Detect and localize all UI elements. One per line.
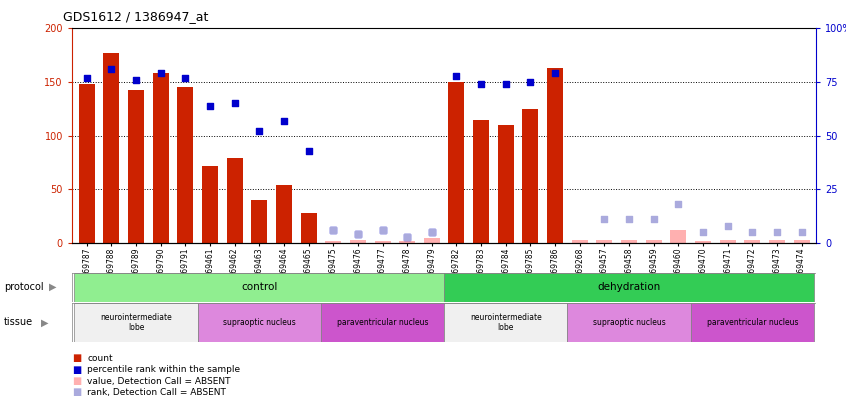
Point xyxy=(524,79,537,85)
Text: supraoptic nucleus: supraoptic nucleus xyxy=(593,318,666,327)
Bar xyxy=(645,240,662,243)
Bar xyxy=(198,303,321,342)
Point xyxy=(475,81,488,87)
Bar xyxy=(103,53,119,243)
Point xyxy=(696,229,710,236)
Bar xyxy=(670,230,686,243)
Text: neurointermediate
lobe: neurointermediate lobe xyxy=(470,313,541,332)
Point xyxy=(228,100,241,107)
Text: paraventricular nucleus: paraventricular nucleus xyxy=(337,318,428,327)
Bar xyxy=(621,240,637,243)
Bar xyxy=(744,240,761,243)
Text: ■: ■ xyxy=(72,354,81,363)
Bar xyxy=(769,240,785,243)
Text: supraoptic nucleus: supraoptic nucleus xyxy=(222,318,295,327)
Point xyxy=(203,102,217,109)
Text: value, Detection Call = ABSENT: value, Detection Call = ABSENT xyxy=(87,377,231,386)
Bar xyxy=(572,240,588,243)
Point xyxy=(400,233,414,240)
Point xyxy=(672,201,685,208)
Point xyxy=(400,233,414,240)
Point xyxy=(770,229,783,236)
Bar xyxy=(399,241,415,243)
Point xyxy=(721,223,734,229)
Bar xyxy=(321,303,444,342)
Point xyxy=(80,75,93,81)
Bar xyxy=(695,241,711,243)
Bar xyxy=(523,109,538,243)
Bar xyxy=(251,200,267,243)
Bar xyxy=(568,303,690,342)
Point xyxy=(647,216,661,223)
Point xyxy=(623,216,636,223)
Text: dehydration: dehydration xyxy=(597,282,661,292)
Bar xyxy=(128,90,144,243)
Bar xyxy=(690,303,814,342)
Bar xyxy=(720,240,736,243)
Point xyxy=(105,66,118,72)
Point xyxy=(425,229,438,236)
Bar xyxy=(473,119,489,243)
Point xyxy=(548,70,562,77)
Point xyxy=(499,81,513,87)
Bar xyxy=(444,273,814,302)
Point xyxy=(351,231,365,238)
Bar xyxy=(350,240,365,243)
Bar xyxy=(227,158,243,243)
Bar xyxy=(794,240,810,243)
Text: rank, Detection Call = ABSENT: rank, Detection Call = ABSENT xyxy=(87,388,226,397)
Bar xyxy=(497,125,514,243)
Text: percentile rank within the sample: percentile rank within the sample xyxy=(87,365,240,374)
Point xyxy=(327,227,340,233)
Text: tissue: tissue xyxy=(4,318,33,327)
Point xyxy=(795,229,809,236)
Bar xyxy=(276,185,292,243)
Text: ▶: ▶ xyxy=(41,318,48,327)
Text: count: count xyxy=(87,354,113,363)
Point xyxy=(129,77,143,83)
Point xyxy=(376,227,389,233)
Text: ■: ■ xyxy=(72,365,81,375)
Text: control: control xyxy=(241,282,277,292)
Bar xyxy=(375,241,391,243)
Bar xyxy=(178,87,194,243)
Text: neurointermediate
lobe: neurointermediate lobe xyxy=(100,313,172,332)
Point xyxy=(302,147,316,154)
Point xyxy=(252,128,266,134)
Bar xyxy=(444,303,568,342)
Bar xyxy=(547,68,563,243)
Point xyxy=(179,75,192,81)
Bar xyxy=(424,238,440,243)
Bar xyxy=(202,166,218,243)
Text: paraventricular nucleus: paraventricular nucleus xyxy=(706,318,798,327)
Point xyxy=(351,231,365,238)
Bar xyxy=(325,241,341,243)
Bar xyxy=(300,213,316,243)
Point xyxy=(154,70,168,77)
Bar xyxy=(152,73,168,243)
Bar xyxy=(74,273,444,302)
Point xyxy=(327,227,340,233)
Point xyxy=(277,117,291,124)
Bar xyxy=(448,82,464,243)
Point xyxy=(745,229,759,236)
Text: GDS1612 / 1386947_at: GDS1612 / 1386947_at xyxy=(63,10,209,23)
Bar xyxy=(74,303,198,342)
Text: protocol: protocol xyxy=(4,282,44,292)
Text: ▶: ▶ xyxy=(49,282,57,292)
Bar xyxy=(596,240,613,243)
Bar xyxy=(79,84,95,243)
Text: ■: ■ xyxy=(72,388,81,397)
Text: ■: ■ xyxy=(72,376,81,386)
Point xyxy=(597,216,611,223)
Point xyxy=(376,227,389,233)
Point xyxy=(425,229,438,236)
Point xyxy=(450,72,464,79)
